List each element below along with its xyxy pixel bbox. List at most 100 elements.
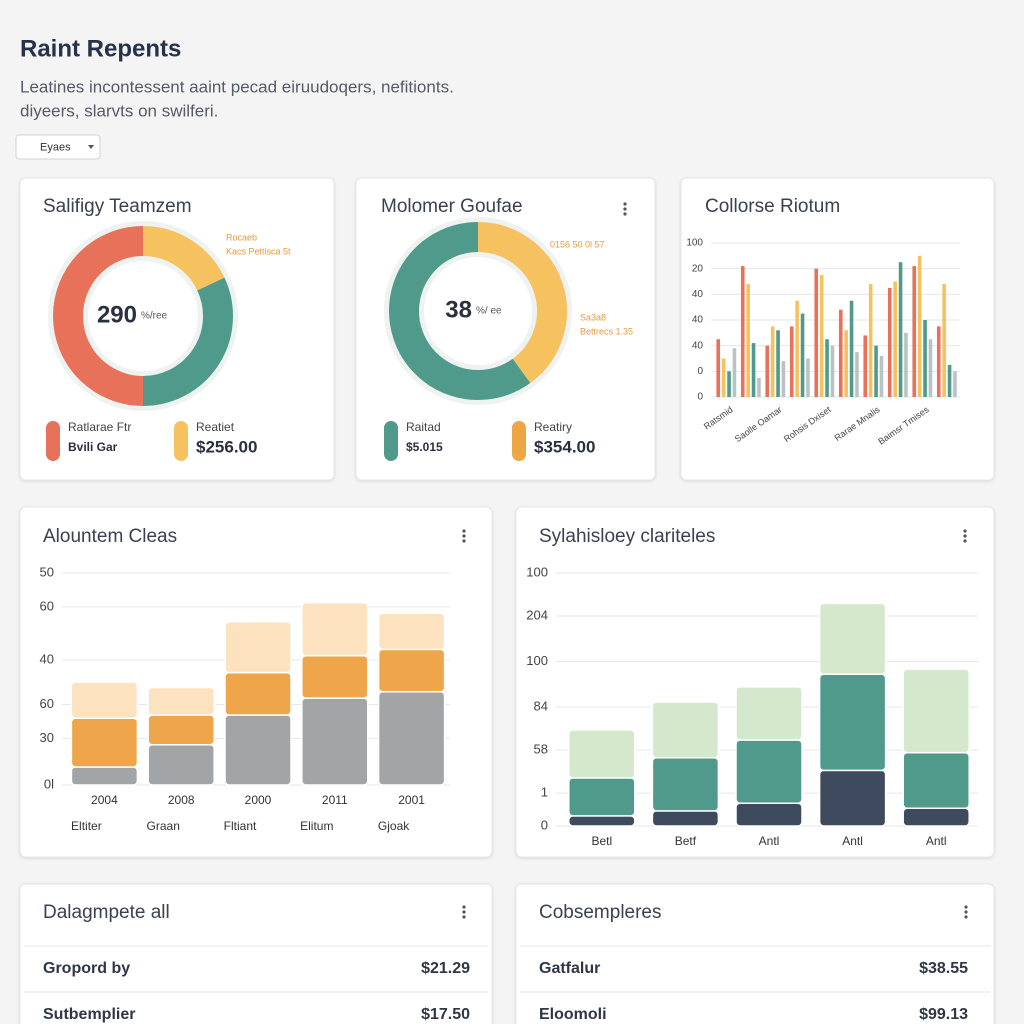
donut-slice (53, 226, 144, 406)
bar-segment (651, 756, 720, 812)
menu-dot (963, 534, 967, 538)
x-tick-label: 2008 (168, 793, 195, 807)
bar (770, 326, 775, 397)
dropdown-caret (88, 145, 94, 149)
donut-center-value: 290 (97, 301, 137, 328)
annotation: Sa3a8 (580, 312, 606, 322)
bar (868, 284, 873, 397)
bar (781, 361, 786, 397)
bar (874, 345, 878, 397)
donut-center-unit: %/ ee (476, 306, 502, 317)
menu-icon[interactable] (964, 905, 968, 919)
bar (844, 330, 848, 397)
dropdown[interactable]: Eyaes (15, 134, 101, 160)
bar (863, 335, 868, 397)
menu-dot (623, 212, 627, 216)
bar (838, 309, 843, 397)
bar (814, 268, 819, 397)
bar (819, 275, 824, 397)
bar (746, 284, 750, 397)
bar-segment (70, 717, 139, 768)
bar (825, 339, 829, 397)
bar (757, 377, 761, 397)
menu-dot (462, 529, 466, 533)
donut-slice (142, 226, 225, 292)
bar (947, 364, 952, 397)
bar (806, 358, 810, 397)
bar-segment (902, 751, 970, 810)
y-tick-label: 84 (534, 699, 548, 714)
bar (893, 281, 897, 397)
x-tick-label: 2004 (91, 793, 118, 807)
bar (887, 287, 892, 397)
bar-segment (568, 777, 636, 817)
bar (721, 358, 726, 397)
bar (776, 330, 780, 397)
legend-swatch (46, 421, 60, 461)
y-tick-label: 0 (697, 366, 703, 377)
bar (751, 343, 756, 397)
bar (936, 326, 941, 397)
menu-dot (462, 915, 466, 919)
card-title: Molomer Goufae (381, 196, 523, 217)
menu-dot (462, 905, 466, 909)
bar (740, 266, 745, 397)
y-tick-label: 204 (526, 607, 548, 622)
bar (830, 345, 835, 397)
legend-label: Ratlarae Ftr (68, 420, 131, 434)
card-title: Dalagmpete all (43, 902, 170, 923)
menu-dot (462, 534, 466, 538)
bar (942, 284, 946, 397)
x-sub-label: Gjoak (378, 819, 410, 833)
donut-slice (142, 277, 233, 406)
y-tick-label: 100 (526, 653, 548, 668)
bar (800, 313, 805, 397)
row-label: Sutbemplier (43, 1006, 135, 1023)
bar-segment (224, 714, 292, 786)
menu-dot (462, 539, 466, 543)
y-tick-label: 40 (40, 651, 54, 666)
card (19, 883, 493, 1024)
legend-label: Raitad (406, 420, 441, 434)
donut-center-unit: %/ree (141, 311, 168, 322)
donut-slice (477, 222, 567, 383)
menu-icon[interactable] (462, 529, 466, 543)
y-tick-label: 20 (692, 263, 704, 274)
bar-segment (377, 612, 446, 651)
menu-dot (462, 910, 466, 914)
menu-icon[interactable] (462, 905, 466, 919)
x-sub-label: Eltiter (71, 819, 102, 833)
row-label: Gatfalur (539, 960, 600, 977)
legend-swatch (174, 421, 188, 461)
bar-segment (301, 697, 369, 786)
bar (716, 339, 721, 397)
bar-segment (377, 648, 446, 693)
donut-center-value: 38 (445, 296, 472, 323)
row-value: $17.50 (421, 1006, 470, 1023)
y-tick-label: 60 (40, 696, 54, 711)
x-tick-label: Antl (842, 834, 863, 848)
legend-value: $5.015 (406, 440, 443, 454)
row-label: Gropord by (43, 960, 130, 977)
row-label: Eloomoli (539, 1006, 607, 1023)
bar-segment (224, 671, 292, 716)
x-sub-label: Graan (147, 819, 180, 833)
x-tick-label: Betf (675, 834, 697, 848)
y-tick-label: 0l (44, 776, 54, 791)
donut-slice (389, 222, 531, 400)
bar-segment (224, 621, 292, 674)
y-tick-label: 100 (686, 238, 703, 249)
bar (879, 355, 884, 397)
bar-segment (651, 701, 720, 759)
bar-segment (147, 714, 215, 746)
bar (727, 371, 731, 397)
y-tick-label: 60 (40, 598, 54, 613)
menu-icon[interactable] (963, 529, 967, 543)
y-tick-label: 40 (692, 315, 704, 326)
card-title: Collorse Riotum (705, 196, 840, 217)
menu-icon[interactable] (623, 202, 627, 216)
menu-dot (963, 539, 967, 543)
annotation: Rocaeb (226, 232, 257, 242)
y-tick-label: 58 (534, 742, 548, 757)
bar-segment (735, 802, 803, 827)
